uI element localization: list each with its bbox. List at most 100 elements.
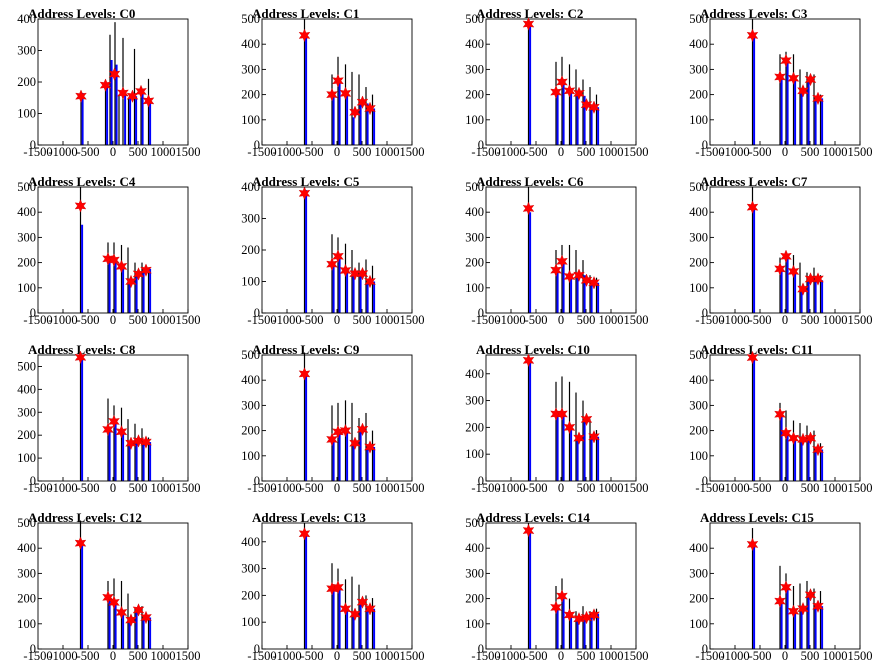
x-tick-label: -1000 xyxy=(720,313,749,327)
y-tick-label: 500 xyxy=(465,516,484,530)
y-tick-label: 300 xyxy=(465,62,484,76)
x-tick-label: 1000 xyxy=(375,313,400,327)
x-tick-label: 1500 xyxy=(176,145,201,159)
x-tick-label: 1500 xyxy=(624,145,649,159)
y-tick-label: 200 xyxy=(689,424,708,438)
peak-marker xyxy=(804,272,817,286)
peak-marker xyxy=(125,274,137,289)
x-tick-label: 500 xyxy=(353,313,372,327)
y-tick-label: 100 xyxy=(241,275,260,289)
peak-marker xyxy=(780,53,792,68)
y-tick-label: 200 xyxy=(465,88,484,102)
x-tick-label: -1000 xyxy=(48,313,77,327)
y-tick-label: 400 xyxy=(17,382,36,396)
axes-frame xyxy=(37,522,189,650)
peak-marker xyxy=(556,589,568,603)
x-tick-label: 0 xyxy=(110,145,116,159)
y-tick-label: 400 xyxy=(689,37,708,51)
y-tick-label: 100 xyxy=(17,281,36,295)
y-tick-label: 200 xyxy=(17,75,36,89)
y-tick-label: 200 xyxy=(465,420,484,434)
y-tick-label: 0 xyxy=(30,474,36,488)
peak-marker xyxy=(339,263,352,278)
peak-marker xyxy=(522,201,535,216)
y-tick-label: 200 xyxy=(689,592,708,606)
chart-title: Address Levels: C1 xyxy=(252,6,359,21)
peak-marker xyxy=(140,263,152,277)
x-tick-label: 500 xyxy=(801,145,820,159)
peak-marker xyxy=(356,422,369,437)
peak-marker xyxy=(787,604,800,618)
chart-svg: Address Levels: C12 0 100 200 300 400 500 -1500… xyxy=(17,510,201,663)
peak-marker xyxy=(804,588,817,602)
peak-marker xyxy=(349,436,361,450)
x-tick-label: 1500 xyxy=(176,649,201,663)
peak-marker xyxy=(588,100,600,114)
peak-marker xyxy=(588,276,600,290)
chart-panel: Address Levels: C6 0 100 200 300 400 500 -1500-… xyxy=(448,168,672,336)
peak-marker xyxy=(132,434,145,448)
axes-frame xyxy=(37,186,189,314)
peak-marker xyxy=(356,95,369,109)
peak-marker xyxy=(746,350,759,365)
peak-marker xyxy=(573,86,585,101)
x-tick-label: -1000 xyxy=(272,145,301,159)
peak-marker xyxy=(556,407,568,421)
x-tick-label: -1000 xyxy=(272,313,301,327)
peak-marker xyxy=(797,282,809,296)
y-tick-label: 200 xyxy=(17,592,36,606)
x-tick-label: -1500 xyxy=(23,481,52,495)
chart-title: Address Levels: C11 xyxy=(700,342,813,357)
y-tick-label: 400 xyxy=(17,12,36,26)
y-tick-label: 0 xyxy=(254,306,260,320)
x-tick-label: 1500 xyxy=(400,649,425,663)
peak-marker xyxy=(563,84,576,98)
x-tick-label: 0 xyxy=(334,145,340,159)
y-tick-label: 100 xyxy=(689,281,708,295)
y-tick-label: 100 xyxy=(689,617,708,631)
peak-marker xyxy=(774,70,786,84)
peak-marker xyxy=(140,610,152,625)
y-tick-label: 200 xyxy=(241,424,260,438)
x-tick-label: 0 xyxy=(558,649,564,663)
chart-title: Address Levels: C7 xyxy=(700,174,808,189)
x-tick-label: 1000 xyxy=(823,481,848,495)
peak-marker xyxy=(780,426,792,440)
chart-svg: Address Levels: C20100200300400500-1500-… xyxy=(465,6,649,159)
peak-marker xyxy=(364,440,376,454)
x-tick-label: 500 xyxy=(577,481,596,495)
y-tick-label: 400 xyxy=(689,205,708,219)
y-tick-label: 0 xyxy=(30,642,36,656)
peak-marker xyxy=(298,367,311,381)
y-tick-label: 400 xyxy=(241,373,260,387)
peak-marker xyxy=(132,603,145,617)
x-tick-label: -1500 xyxy=(695,481,724,495)
y-tick-label: 300 xyxy=(465,230,484,244)
peak-marker xyxy=(812,272,824,286)
x-tick-label: 1000 xyxy=(599,481,624,495)
y-tick-label: 500 xyxy=(241,12,260,26)
y-tick-label: 400 xyxy=(241,37,260,51)
peak-marker xyxy=(774,262,786,276)
x-tick-label: 500 xyxy=(801,649,820,663)
chart-title: Address Levels: C8 xyxy=(28,342,136,357)
peak-marker xyxy=(580,273,593,287)
chart-panel: Address Levels: C1 0 100 200 300 400 500 -1500-… xyxy=(224,0,448,168)
y-tick-label: 300 xyxy=(689,566,708,580)
x-tick-label: -1500 xyxy=(247,481,276,495)
x-tick-label: -500 xyxy=(525,481,548,495)
x-tick-label: 1000 xyxy=(151,145,176,159)
chart-title: Address Levels: C10 xyxy=(476,342,590,357)
peak-marker xyxy=(74,350,87,365)
peak-marker xyxy=(550,85,562,99)
x-tick-label: -1500 xyxy=(247,649,276,663)
peak-marker xyxy=(339,602,352,616)
peak-marker xyxy=(298,186,311,201)
chart-panel: Address Levels: C5 0 100 200 300 400 -1500 -100… xyxy=(224,168,448,336)
x-tick-label: 0 xyxy=(334,313,340,327)
y-tick-label: 0 xyxy=(254,642,260,656)
x-tick-label: -1000 xyxy=(720,481,749,495)
x-tick-label: 1500 xyxy=(848,313,873,327)
y-tick-label: 100 xyxy=(241,615,260,629)
x-tick-label: -500 xyxy=(749,313,772,327)
